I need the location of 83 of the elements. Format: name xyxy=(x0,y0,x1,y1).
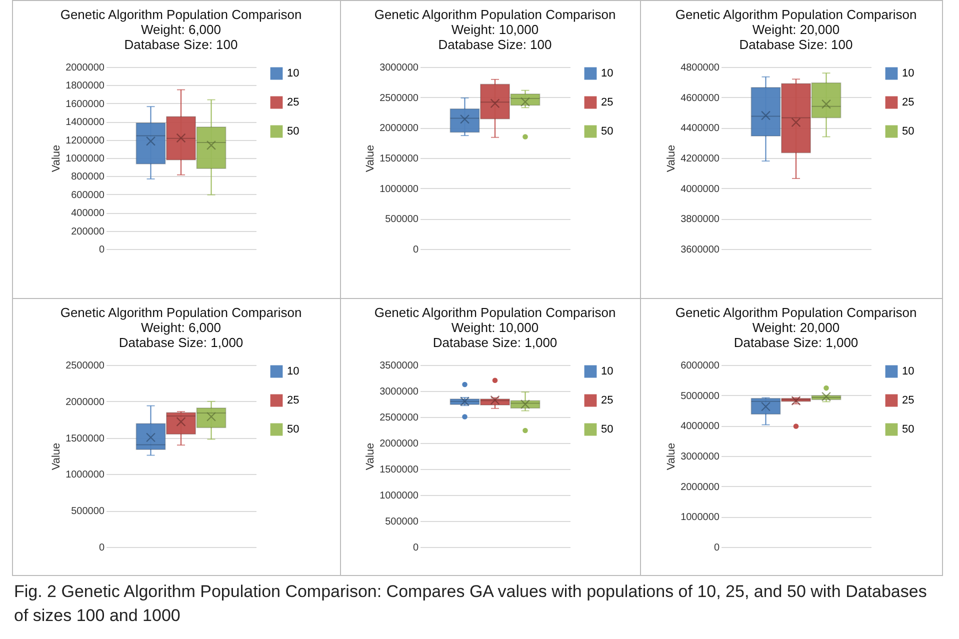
legend-label: 50 xyxy=(902,126,914,138)
y-tick-label: 4800000 xyxy=(680,62,720,74)
y-tick-label: 1800000 xyxy=(66,80,105,92)
y-axis-title: Value xyxy=(364,144,377,172)
legend-label: 50 xyxy=(287,424,300,436)
chart-title: Genetic Algorithm Population Comparison xyxy=(374,7,616,22)
y-tick-label: 500000 xyxy=(385,516,419,528)
legend-label: 25 xyxy=(287,96,300,108)
y-tick-label: 0 xyxy=(412,542,419,554)
legend-label: 10 xyxy=(902,68,914,80)
y-tick-label: 2000000 xyxy=(680,482,720,493)
y-tick-label: 0 xyxy=(98,244,105,256)
y-tick-label: 1500000 xyxy=(380,464,419,476)
legend-label: 25 xyxy=(902,394,914,406)
chart-title: Genetic Algorithm Population Comparison xyxy=(675,305,917,320)
legend-label: 25 xyxy=(902,96,914,108)
y-tick-label: 2000000 xyxy=(66,62,105,74)
y-tick-label: 4400000 xyxy=(680,123,720,134)
y-axis-title: Value xyxy=(666,442,678,470)
chart-subtitle: Weight: 6,000 Database Size: 100 xyxy=(124,22,238,52)
legend-label: 50 xyxy=(601,126,614,138)
y-axis-title: Value xyxy=(666,144,678,172)
y-tick-label: 3600000 xyxy=(680,244,720,256)
y-tick-label: 2000000 xyxy=(66,396,105,408)
y-tick-label: 5000000 xyxy=(680,390,720,402)
chart-subtitle: Weight: 6,000 Database Size: 1,000 xyxy=(118,320,244,350)
y-tick-label: 6000000 xyxy=(680,360,720,372)
y-axis-title: Value xyxy=(50,442,63,470)
y-tick-label: 2500000 xyxy=(66,360,105,372)
y-tick-label: 1000000 xyxy=(380,490,419,502)
y-tick-label: 2500000 xyxy=(380,412,419,424)
y-tick-label: 1000000 xyxy=(66,154,105,164)
y-tick-label: 3000000 xyxy=(380,386,419,398)
y-tick-label: 1500000 xyxy=(380,154,419,164)
legend-label: 50 xyxy=(902,424,914,436)
chart-subtitle: Weight: 20,000 Database Size: 100 xyxy=(739,22,853,52)
y-tick-label: 3800000 xyxy=(680,214,720,226)
y-tick-label: 1000000 xyxy=(66,470,105,481)
y-tick-label: 500000 xyxy=(71,506,105,518)
chart-title: Genetic Algorithm Population Comparison xyxy=(60,305,302,320)
y-axis-title: Value xyxy=(50,144,63,172)
y-tick-label: 4200000 xyxy=(680,154,720,164)
y-tick-label: 3500000 xyxy=(380,360,419,372)
legend-label: 10 xyxy=(287,68,300,80)
y-tick-label: 1500000 xyxy=(66,433,105,444)
y-tick-label: 1200000 xyxy=(66,135,105,146)
caption: Fig. 2 Genetic Algorithm Population Comparison: Compares GA values with populations of 10, 25, and 50 with Databases of sizes 100 and 1000 xyxy=(14,581,928,627)
y-tick-label: 0 xyxy=(98,542,105,554)
legend-label: 50 xyxy=(601,424,614,436)
y-tick-label: 400000 xyxy=(71,208,105,220)
legend-label: 10 xyxy=(902,366,914,378)
legend-label: 10 xyxy=(287,366,300,378)
y-tick-label: 3000000 xyxy=(680,452,720,462)
chart-title: Genetic Algorithm Population Comparison xyxy=(675,7,917,22)
y-tick-label: 1600000 xyxy=(66,98,105,110)
chart-subtitle: Weight: 20,000 Database Size: 1,000 xyxy=(734,320,858,350)
y-tick-label: 200000 xyxy=(71,226,105,238)
y-tick-label: 1000000 xyxy=(380,184,419,195)
y-tick-label: 4000000 xyxy=(680,184,720,195)
legend-label: 25 xyxy=(601,394,614,406)
y-tick-label: 1400000 xyxy=(66,117,105,128)
y-tick-label: 800000 xyxy=(71,172,105,183)
y-tick-label: 4600000 xyxy=(680,92,720,104)
y-tick-label: 0 xyxy=(412,244,419,256)
y-tick-label: 1000000 xyxy=(680,512,720,524)
legend-label: 10 xyxy=(601,366,614,378)
y-tick-label: 3000000 xyxy=(380,62,419,74)
legend-label: 25 xyxy=(287,394,300,406)
legend-label: 25 xyxy=(601,96,614,108)
y-tick-label: 600000 xyxy=(71,190,105,201)
y-tick-label: 500000 xyxy=(385,214,419,226)
legend-label: 50 xyxy=(287,126,300,138)
legend-label: 10 xyxy=(601,68,614,80)
chart-title: Genetic Algorithm Population Comparison xyxy=(60,7,302,22)
chart-subtitle: Weight: 10,000 Database Size: 1,000 xyxy=(432,320,558,350)
y-tick-label: 4000000 xyxy=(680,421,720,432)
y-tick-label: 2500000 xyxy=(380,92,419,104)
chart-subtitle: Weight: 10,000 Database Size: 100 xyxy=(438,22,552,52)
chart-title: Genetic Algorithm Population Comparison xyxy=(374,305,616,320)
y-tick-label: 2000000 xyxy=(380,123,419,134)
y-tick-label: 0 xyxy=(714,542,720,554)
y-axis-title: Value xyxy=(364,442,377,470)
y-tick-label: 2000000 xyxy=(380,438,419,450)
